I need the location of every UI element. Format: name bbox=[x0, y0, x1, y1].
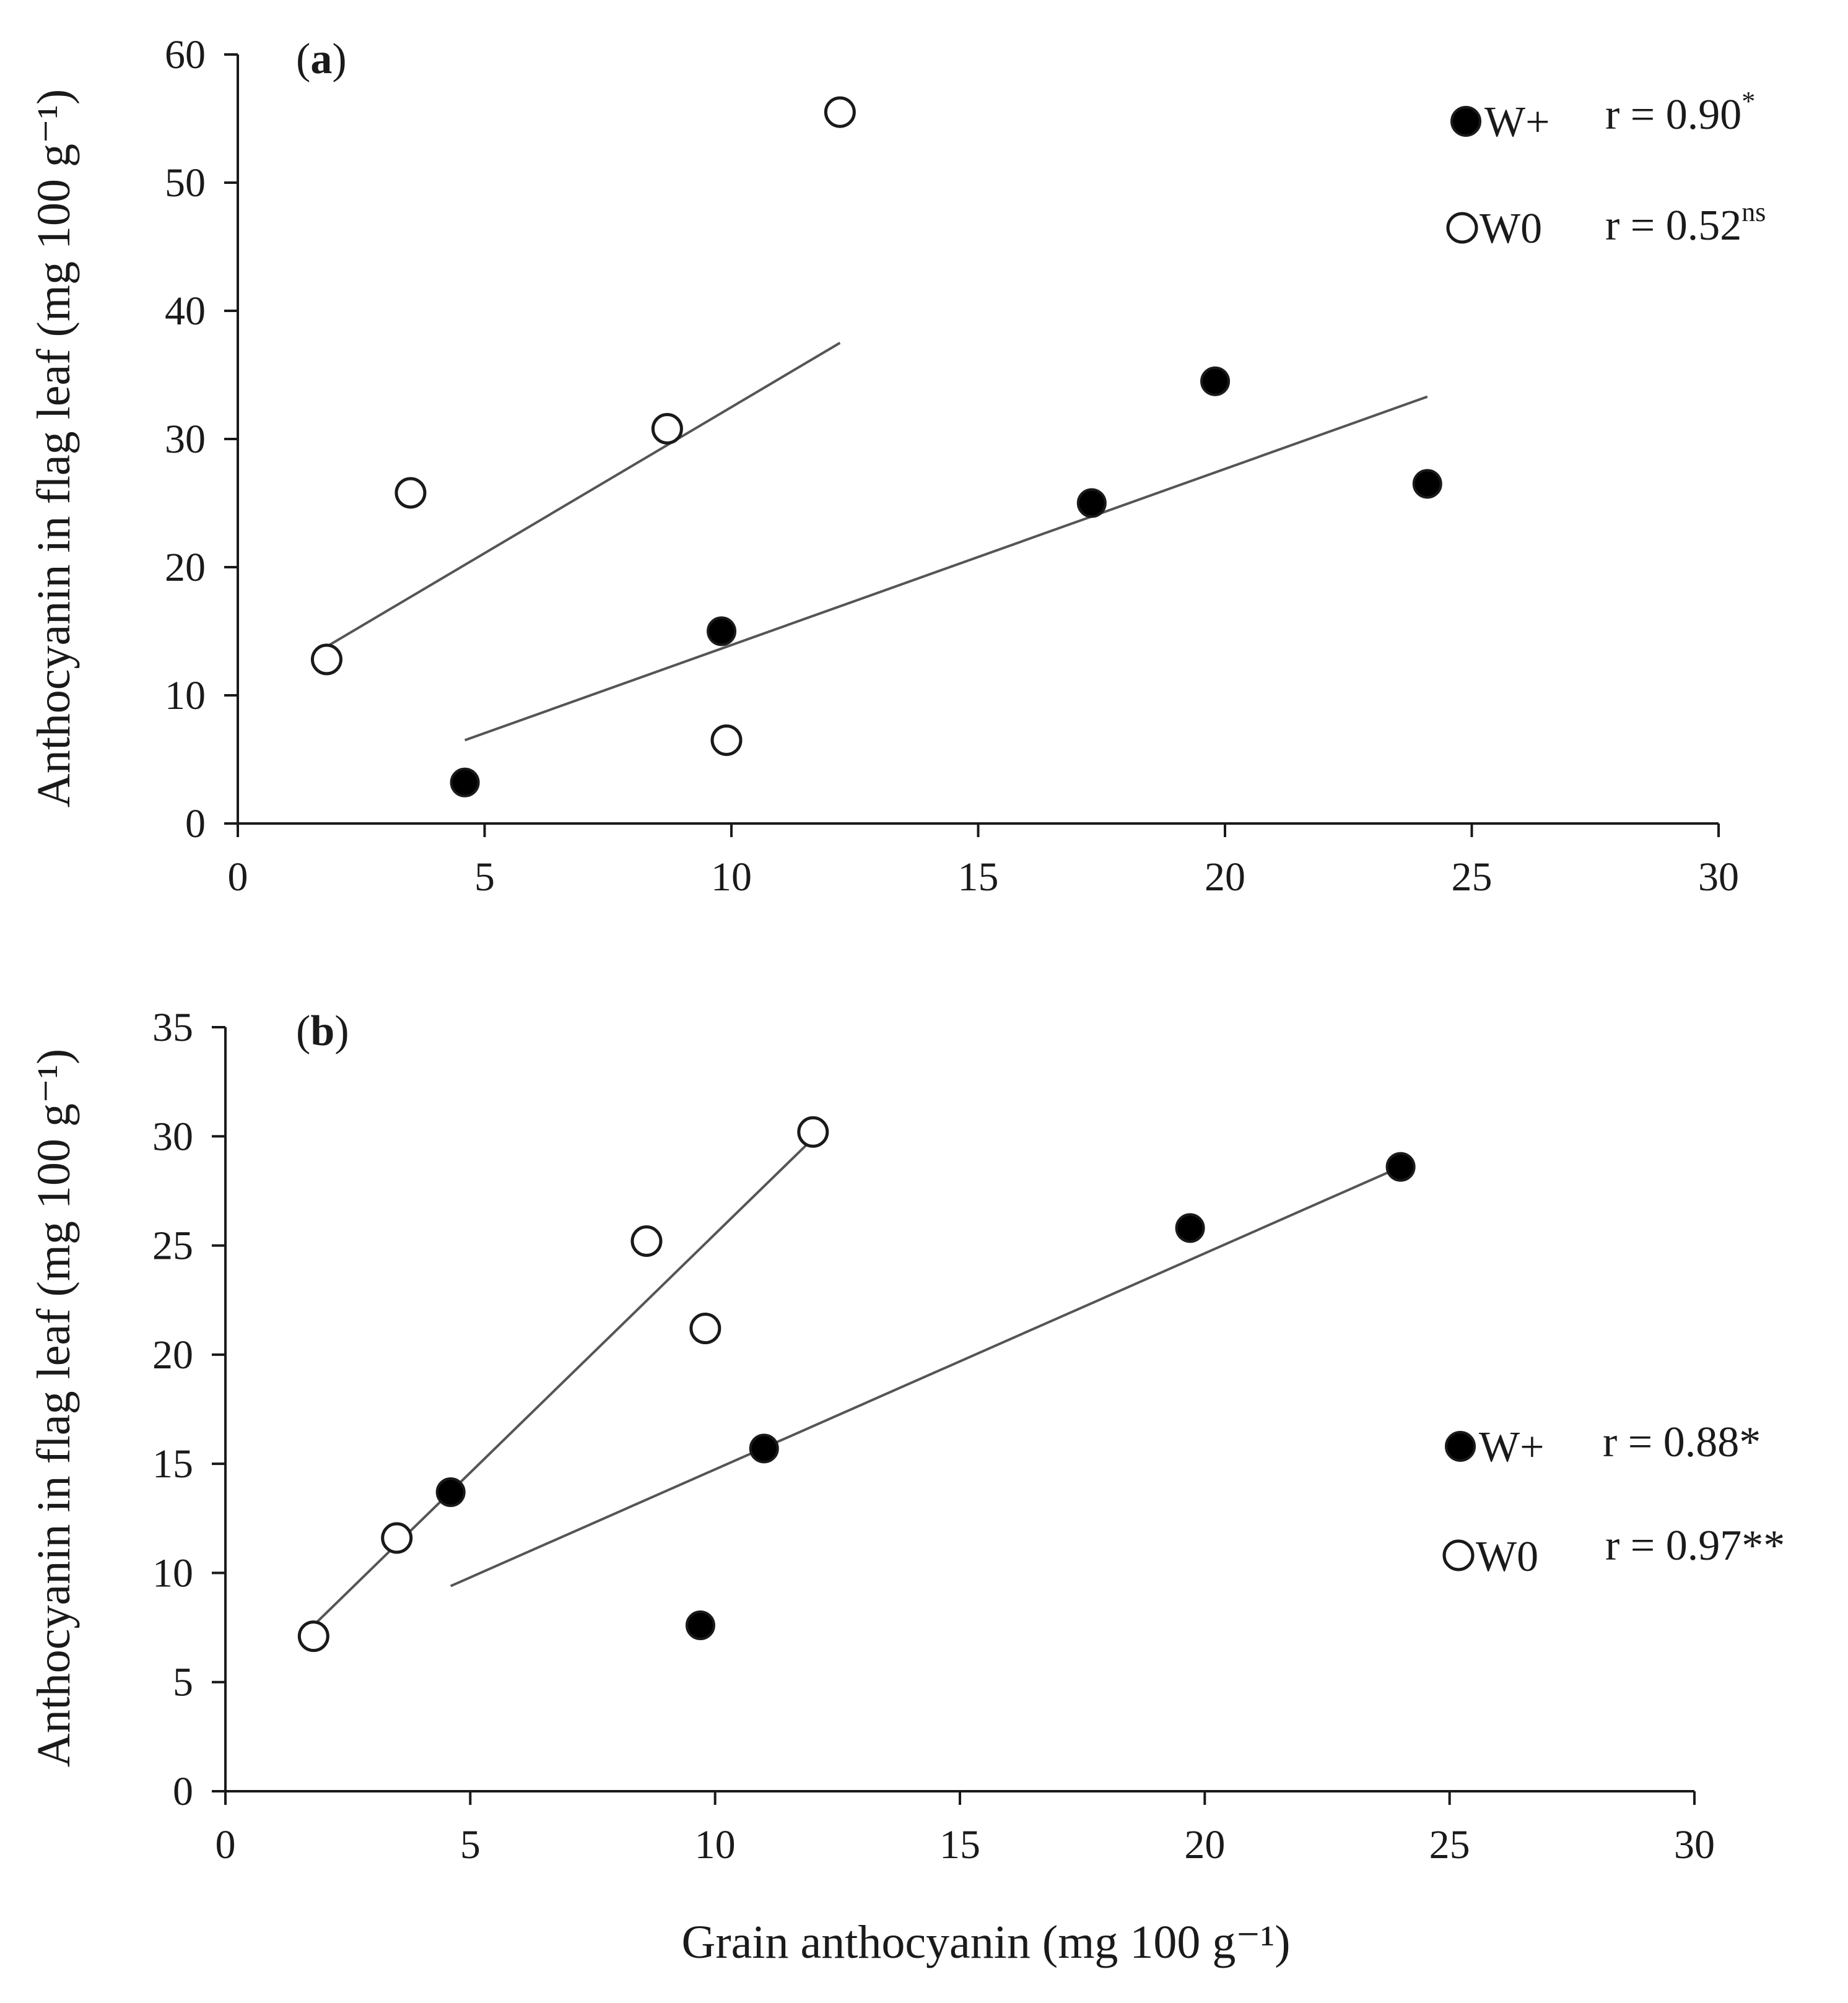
panel-b-label-letter: b bbox=[310, 1007, 334, 1055]
panel-a-legend-wplus-marker bbox=[1450, 106, 1481, 137]
panel-b-ytick-label: 25 bbox=[152, 1223, 193, 1269]
panel-a-legend-wplus-label: W+ bbox=[1484, 98, 1550, 146]
panel-a-point-wplus bbox=[1076, 488, 1107, 518]
panel-a-xtick-label: 10 bbox=[711, 854, 752, 900]
panel-a-legend-w0-marker bbox=[1446, 212, 1478, 244]
panel-a: 0 10 20 30 40 50 60 0 5 10 15 20 25 30 (a) Anthocyani… bbox=[28, 32, 1766, 900]
panel-b-point-wplus bbox=[1385, 1152, 1416, 1182]
panel-a-ytick-label: 20 bbox=[165, 545, 206, 590]
panel-b-label-close: ) bbox=[334, 1007, 349, 1055]
panel-a-xtick-label: 5 bbox=[474, 854, 495, 900]
panel-b-point-w0 bbox=[797, 1116, 829, 1148]
panel-a-xtick-label: 25 bbox=[1452, 854, 1493, 900]
panel-b-ytick-label: 5 bbox=[173, 1660, 193, 1705]
panel-b-xtick-label: 30 bbox=[1674, 1822, 1715, 1867]
panel-b-legend-wplus-r: r = 0.88* bbox=[1603, 1419, 1761, 1466]
panel-a-ytick-label: 30 bbox=[165, 417, 206, 462]
panel-a-legend-wplus-r: r = 0.90* bbox=[1605, 86, 1755, 139]
panel-a-xtick-label: 30 bbox=[1698, 854, 1739, 900]
panel-b-ytick-label: 30 bbox=[152, 1114, 193, 1159]
panel-b-ytick-label: 0 bbox=[173, 1769, 193, 1814]
panel-b-point-w0 bbox=[630, 1225, 663, 1258]
panel-a-point-w0 bbox=[394, 477, 427, 509]
panel-a-legend-w0-r-sig: ns bbox=[1741, 197, 1766, 227]
panel-a-ytick-label: 50 bbox=[165, 160, 206, 206]
panel-a-point-wplus bbox=[1412, 469, 1442, 499]
panel-b-ytick-label: 20 bbox=[152, 1332, 193, 1378]
panel-a-point-w0 bbox=[710, 724, 743, 756]
panel-a-legend: W+ r = 0.90* W0 r = 0.52ns bbox=[1446, 86, 1766, 253]
panel-b-point-w0 bbox=[381, 1522, 413, 1554]
panel-a-ytick-label: 60 bbox=[165, 32, 206, 77]
panel-b-trendline-wplus bbox=[450, 1165, 1401, 1588]
shared-xlabel: Grain anthocyanin (mg 100 g⁻¹) bbox=[681, 1916, 1290, 1968]
panel-b-ytick-label: 15 bbox=[152, 1441, 193, 1487]
panel-a-point-w0 bbox=[824, 96, 856, 128]
panel-b-xtick-label: 25 bbox=[1429, 1822, 1470, 1867]
panel-a-label-close: ) bbox=[332, 35, 346, 83]
panel-a-point-wplus bbox=[707, 616, 737, 646]
panel-b-xtick-label: 15 bbox=[939, 1822, 980, 1867]
panel-a-legend-w0-label: W0 bbox=[1480, 205, 1542, 253]
panel-b-legend-wplus-label: W+ bbox=[1479, 1423, 1545, 1471]
panel-b-point-w0 bbox=[689, 1313, 721, 1345]
panel-b-xtick-label: 20 bbox=[1184, 1822, 1225, 1867]
panel-a-point-w0 bbox=[651, 412, 683, 445]
panel-a-xtick-label: 15 bbox=[958, 854, 999, 900]
panel-a-legend-wplus-r-sig: * bbox=[1741, 86, 1755, 116]
panel-a-legend-wplus-r-value: r = 0.90 bbox=[1605, 91, 1741, 139]
panel-b-legend: W+ r = 0.88* W0 r = 0.97** bbox=[1442, 1419, 1785, 1581]
panel-a-ylabel: Anthocyanin in flag leaf (mg 100 g⁻¹) bbox=[28, 89, 80, 807]
panel-a-ytick-label: 40 bbox=[165, 289, 206, 334]
panel-a-trendline-w0 bbox=[326, 342, 841, 648]
panel-b-ytick-label: 35 bbox=[152, 1005, 193, 1050]
panel-a-label: (a) bbox=[296, 35, 347, 83]
panel-b-point-wplus bbox=[1175, 1213, 1205, 1243]
panel-a-plot-content: 0 10 20 30 40 50 60 0 5 10 15 20 25 30 bbox=[165, 32, 1739, 900]
panel-b-legend-wplus-r-value: r = 0.88* bbox=[1603, 1419, 1761, 1466]
panel-b-plot-content: 0 5 10 15 20 25 30 35 0 5 10 15 20 25 30 bbox=[152, 1005, 1715, 1867]
panel-b: 0 5 10 15 20 25 30 35 0 5 10 15 20 25 30 (b) Anthocyan… bbox=[28, 1005, 1785, 1867]
panel-a-legend-w0-r: r = 0.52ns bbox=[1605, 197, 1766, 250]
panel-b-xtick-label: 10 bbox=[695, 1822, 736, 1867]
panel-b-label: (b) bbox=[296, 1007, 349, 1055]
panel-a-ytick-label: 0 bbox=[185, 801, 206, 846]
panel-b-legend-w0-marker bbox=[1442, 1539, 1475, 1571]
panel-a-point-wplus bbox=[1200, 366, 1231, 396]
panel-a-point-w0 bbox=[310, 643, 342, 676]
panel-a-trendline-wplus bbox=[464, 395, 1428, 742]
panel-b-legend-w0-r: r = 0.97** bbox=[1605, 1522, 1785, 1570]
panel-b-xtick-label: 5 bbox=[460, 1822, 481, 1867]
panel-a-legend-w0-r-value: r = 0.52 bbox=[1605, 202, 1741, 250]
panel-b-label-open: ( bbox=[296, 1007, 310, 1055]
panel-b-ytick-label: 10 bbox=[152, 1550, 193, 1596]
panel-b-ylabel: Anthocyanin in flag leaf (mg 100 g⁻¹) bbox=[28, 1049, 80, 1767]
panel-b-point-wplus bbox=[435, 1477, 466, 1507]
panel-b-point-w0 bbox=[297, 1620, 329, 1653]
panel-a-label-letter: a bbox=[310, 35, 332, 83]
panel-b-point-wplus bbox=[685, 1610, 715, 1641]
panel-a-label-open: ( bbox=[296, 35, 310, 83]
panel-a-xtick-label: 20 bbox=[1205, 854, 1245, 900]
panel-b-point-wplus bbox=[749, 1433, 779, 1464]
panel-a-point-wplus bbox=[450, 767, 480, 797]
panel-b-legend-wplus-marker bbox=[1445, 1431, 1476, 1462]
panel-b-xtick-label: 0 bbox=[216, 1822, 236, 1867]
panel-a-xtick-label: 0 bbox=[228, 854, 248, 900]
panel-b-legend-w0-r-value: r = 0.97** bbox=[1605, 1522, 1785, 1570]
panel-a-ytick-label: 10 bbox=[165, 673, 206, 718]
panel-b-legend-w0-label: W0 bbox=[1476, 1533, 1538, 1581]
